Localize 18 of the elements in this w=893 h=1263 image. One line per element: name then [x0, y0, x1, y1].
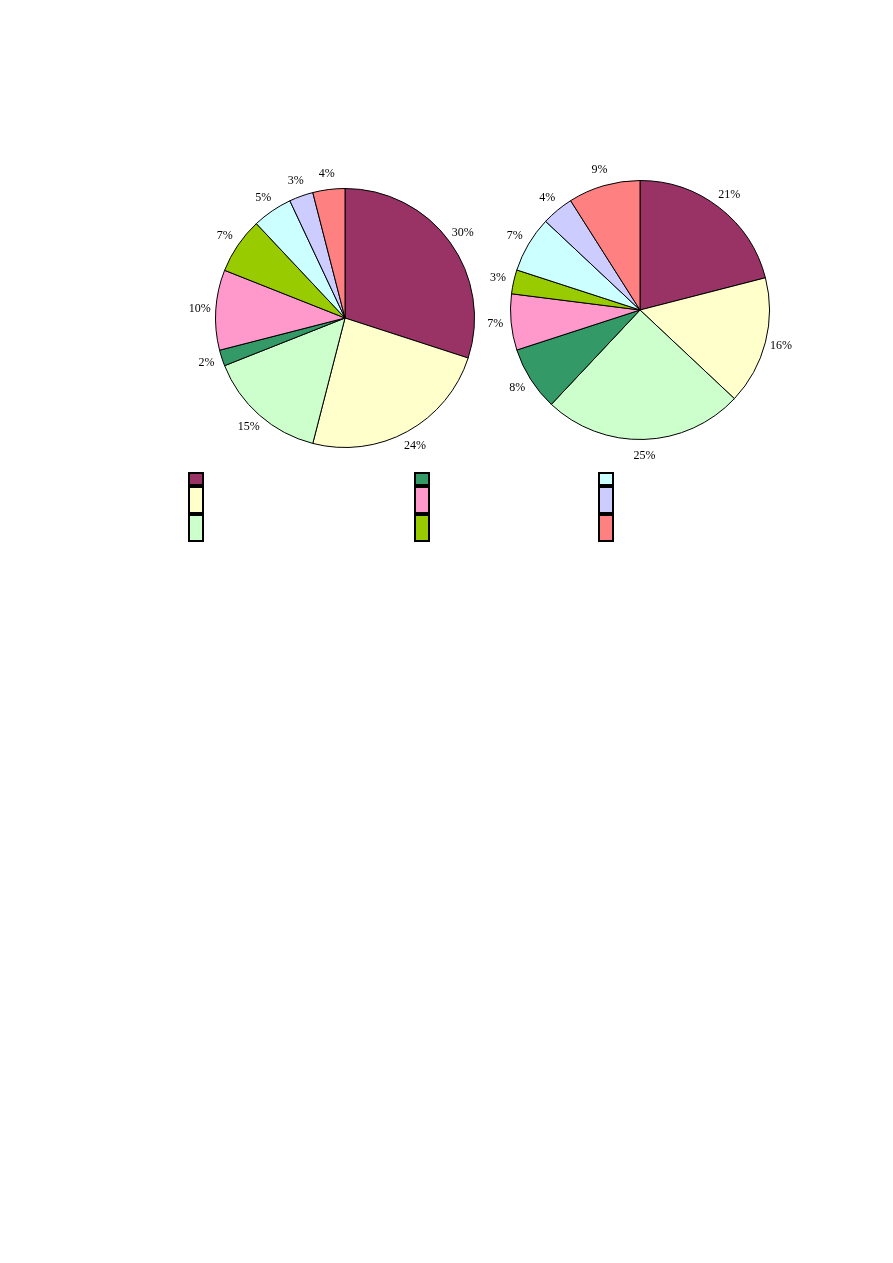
data-label: 4%	[318, 165, 335, 180]
data-label: 7%	[506, 228, 523, 243]
data-label: 4%	[539, 190, 556, 205]
data-label: 25%	[633, 447, 656, 462]
data-label: 5%	[255, 189, 272, 204]
data-label: 7%	[487, 315, 504, 330]
data-label: 3%	[490, 270, 506, 285]
data-label: 30%	[451, 224, 474, 239]
data-label: 15%	[237, 419, 260, 434]
data-label: 24%	[404, 437, 427, 452]
data-label: 7%	[216, 228, 233, 243]
data-label: 10%	[188, 301, 211, 316]
data-label: 8%	[509, 380, 526, 395]
data-label: 2%	[198, 355, 215, 370]
data-label: 3%	[287, 173, 304, 188]
data-label: 16%	[769, 338, 792, 353]
data-label: 9%	[591, 162, 608, 177]
data-label: 21%	[718, 187, 741, 202]
